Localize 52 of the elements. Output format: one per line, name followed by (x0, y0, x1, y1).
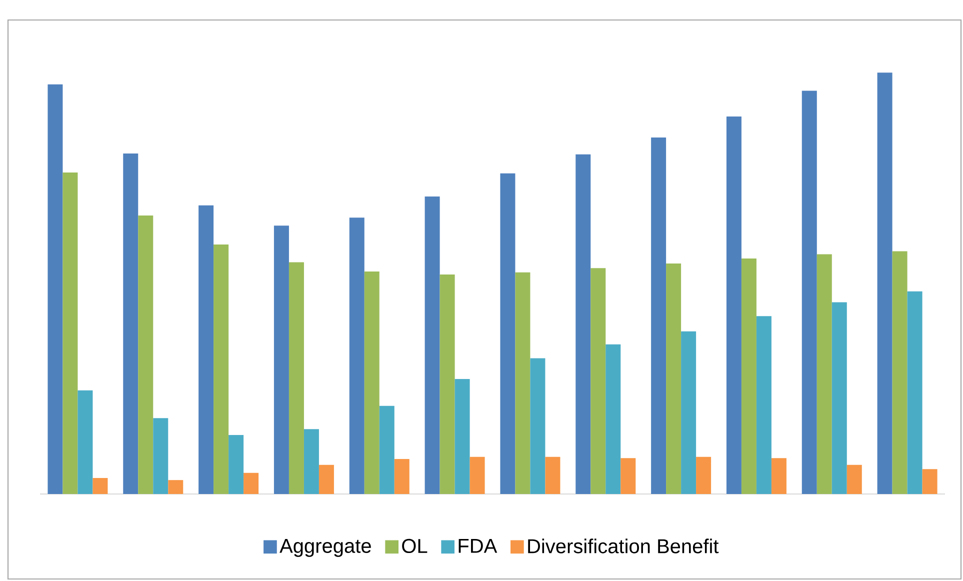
legend-label: Aggregate (280, 539, 371, 557)
bar (318, 464, 334, 494)
bar (500, 173, 516, 494)
bar (666, 264, 682, 494)
bar (907, 291, 922, 494)
bar (576, 154, 591, 494)
bar (846, 464, 862, 494)
legend-label: OL (402, 538, 428, 554)
bar (288, 262, 304, 494)
bar (138, 215, 154, 494)
bar (274, 226, 289, 494)
bar (62, 172, 78, 494)
bar (620, 458, 636, 494)
bar (440, 274, 455, 494)
bar (530, 358, 546, 494)
bar (590, 268, 606, 494)
bar (168, 480, 184, 494)
bar (681, 331, 696, 494)
bar (470, 456, 485, 494)
bar (304, 429, 319, 494)
bar (454, 378, 470, 494)
bar (802, 90, 817, 494)
bar (214, 244, 229, 494)
bar (78, 390, 93, 494)
bar (877, 72, 892, 494)
bar (379, 406, 394, 494)
bar (832, 302, 847, 494)
bar (741, 258, 756, 494)
bar (228, 434, 244, 494)
bar (48, 84, 63, 494)
bar (771, 458, 786, 494)
bar (696, 456, 712, 494)
bar (515, 272, 530, 494)
bar (364, 272, 380, 494)
bar (892, 251, 908, 494)
bar (244, 472, 259, 494)
bar (756, 316, 772, 494)
bar (92, 478, 108, 494)
bar (123, 154, 138, 494)
bar (545, 456, 560, 494)
bar (394, 459, 410, 494)
legend-label: FDA (458, 539, 498, 553)
bar (606, 344, 621, 494)
bar (153, 418, 168, 494)
bar (816, 254, 832, 494)
bar (922, 469, 938, 494)
bar (198, 205, 214, 494)
bar (349, 218, 364, 494)
bar (651, 138, 666, 494)
bar (424, 196, 440, 494)
bar (726, 116, 742, 494)
legend-label: Diversification Benefit (528, 538, 719, 554)
